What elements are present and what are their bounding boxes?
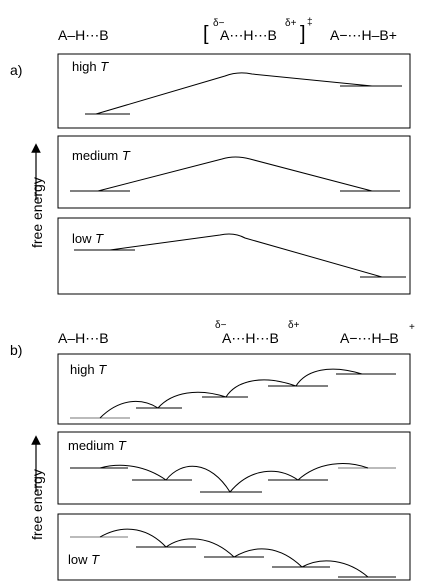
part-b-panel-high-t: high T [57, 353, 411, 425]
part-a-header: A–H⋯B [ δ− A⋯H⋯B δ+ ] ‡ A−⋯H–B+ [58, 17, 397, 45]
part-a-ts-body: A⋯H⋯B [220, 27, 277, 43]
part-a-free-energy-axis: free energy [29, 143, 45, 248]
panel-frame [57, 431, 411, 505]
panel-temperature-label: high T [72, 59, 109, 74]
part-b-label: b) [10, 342, 22, 358]
part-b-header: A–H⋯B δ− A⋯H⋯B δ+ A−⋯H–B + [58, 320, 415, 346]
panel-temperature-label: high T [70, 362, 107, 377]
part-b-product-plus: + [409, 322, 415, 333]
part-b-panel-medium-t: medium T [57, 431, 411, 505]
energy-profile-curve [95, 72, 373, 115]
part-b-product-label: A−⋯H–B [340, 330, 399, 346]
part-a-reactant-label: A–H⋯B [58, 27, 109, 43]
part-b-panel-low-t: low T [57, 513, 411, 581]
panel-frame [57, 513, 411, 581]
panel-temperature-label: low T [68, 552, 100, 567]
part-b-reactant-label: A–H⋯B [58, 330, 109, 346]
part-a-ts-delta-plus: δ+ [285, 18, 297, 29]
energy-profile-curve [109, 233, 383, 278]
panel-frame [57, 53, 411, 129]
panel-frame [57, 217, 411, 295]
part-b-mid-body: A⋯H⋯B [222, 330, 279, 346]
energy-profile-curve [97, 156, 373, 192]
part-a-panel-high-t: high T [57, 53, 411, 129]
part-a-panel-medium-t: medium T [57, 135, 411, 209]
panel-temperature-label: medium T [72, 148, 131, 163]
part-b-mid-delta-minus: δ− [215, 320, 227, 331]
energy-profile-curve [99, 463, 369, 493]
axis-label: free energy [29, 469, 45, 540]
part-b-free-energy-axis: free energy [29, 435, 45, 540]
energy-profile-curve [99, 368, 363, 419]
panel-frame [57, 135, 411, 209]
part-b-mid-delta-plus: δ+ [288, 320, 300, 331]
part-a-ts-delta-minus: δ− [213, 18, 225, 29]
axis-label: free energy [29, 177, 45, 248]
part-a-ts-open-bracket: [ [203, 23, 209, 45]
panel-temperature-label: medium T [68, 438, 127, 453]
energy-profile-curve [99, 528, 369, 578]
part-a-ts-close-bracket: ] [300, 23, 306, 45]
part-a-label: a) [10, 62, 22, 78]
part-a-panel-low-t: low T [57, 217, 411, 295]
part-a-product-label: A−⋯H–B+ [330, 27, 397, 43]
panel-frame [57, 353, 411, 425]
part-a-ts-double-dagger: ‡ [307, 17, 313, 28]
panel-temperature-label: low T [72, 231, 104, 246]
